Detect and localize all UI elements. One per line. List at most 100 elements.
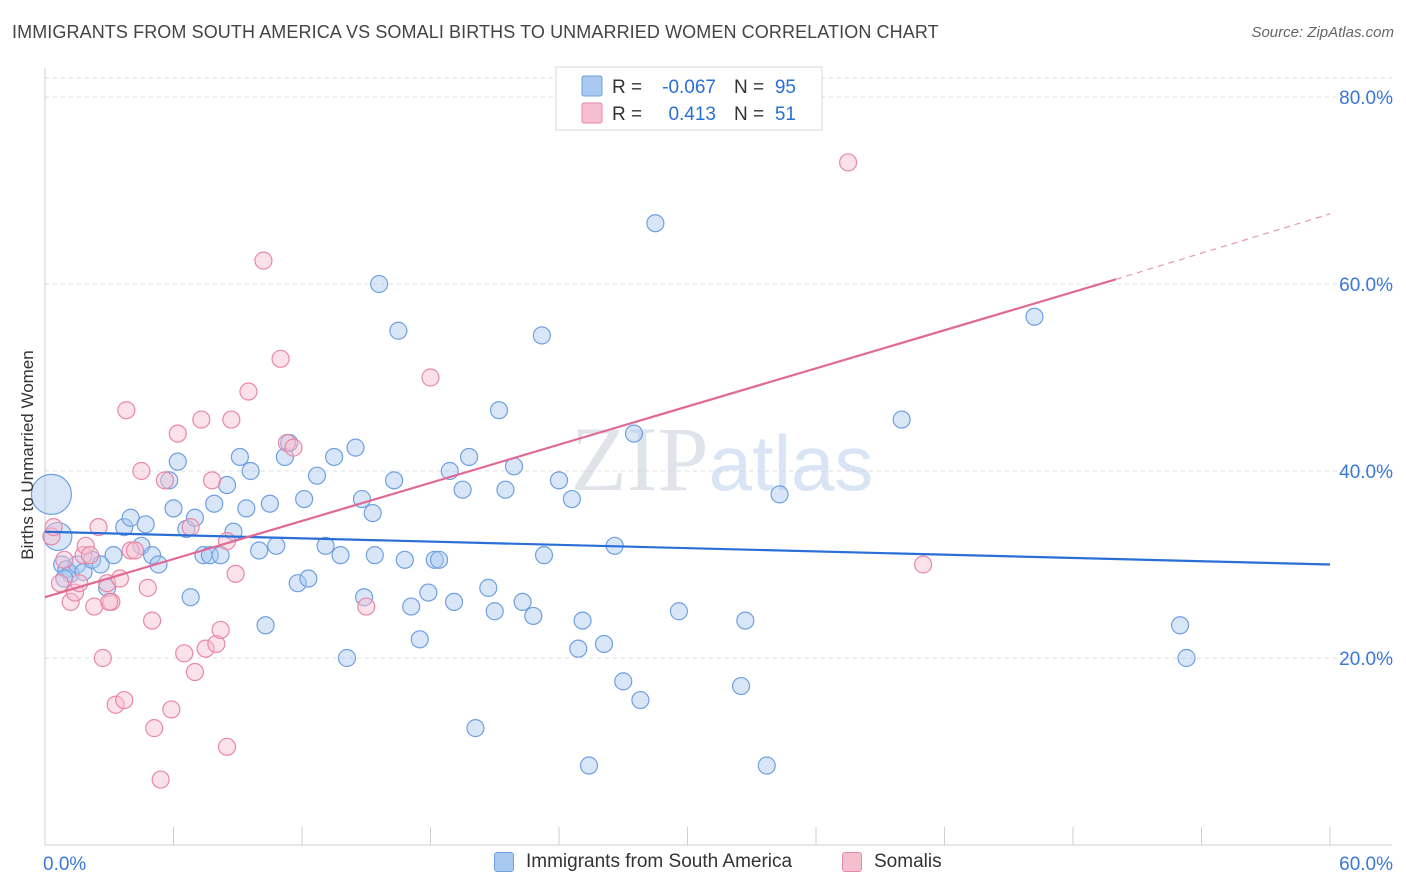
point-south-america [389, 321, 408, 340]
trend-line-somalis-extension [1115, 213, 1331, 280]
point-somalis [254, 251, 273, 270]
point-south-america [444, 592, 464, 612]
y-axis-label: Births to Unmarried Women [18, 350, 37, 559]
y-tick-label: 40.0% [1339, 462, 1393, 483]
series-legend: Immigrants from South America Somalis [0, 851, 1406, 879]
point-south-america [569, 639, 588, 658]
point-south-america [892, 410, 911, 429]
point-south-america [410, 630, 429, 649]
legend-r-label-1: R = [612, 77, 642, 98]
point-south-america [250, 541, 269, 560]
point-south-america [288, 574, 307, 593]
point-south-america [230, 447, 249, 467]
legend-n-value-1: 95 [775, 77, 796, 98]
point-south-america [646, 214, 665, 233]
y-tick-label: 80.0% [1339, 88, 1393, 109]
chart-title: IMMIGRANTS FROM SOUTH AMERICA VS SOMALI … [12, 22, 939, 42]
legend-swatch-south-america [581, 75, 603, 97]
legend-label-south-america: Immigrants from South America [526, 851, 793, 872]
legend-n-label-2: N = [734, 104, 764, 125]
grid-lines [45, 77, 1392, 659]
trend-lines [44, 213, 1331, 599]
point-somalis [138, 578, 157, 597]
point-south-america [136, 515, 155, 534]
y-tick-label: 20.0% [1339, 649, 1393, 670]
point-south-america [466, 719, 485, 738]
point-south-america [316, 536, 335, 555]
legend-stats: R = -0.067 N = 95 R = 0.413 N = 51 [555, 66, 823, 131]
point-south-america [307, 466, 327, 485]
point-south-america [160, 471, 179, 490]
point-somalis [226, 564, 245, 583]
point-somalis [913, 555, 933, 574]
point-south-america [489, 401, 509, 420]
axes [44, 68, 1392, 846]
point-south-america [325, 447, 344, 467]
legend-swatch-somalis [581, 102, 603, 124]
point-south-america [346, 438, 365, 457]
point-somalis [185, 662, 205, 682]
point-somalis [168, 424, 187, 443]
point-south-america [402, 597, 421, 616]
point-south-america [168, 452, 187, 471]
x-tick-label-max: 60.0% [1339, 854, 1393, 875]
point-somalis [357, 597, 376, 616]
point-somalis [181, 517, 200, 537]
point-south-america [757, 756, 776, 775]
point-somalis [61, 592, 80, 612]
point-south-america [337, 648, 357, 668]
source-label: Source: ZipAtlas.com [1251, 24, 1394, 41]
point-somalis [162, 700, 181, 719]
point-south-america [485, 602, 504, 621]
point-somalis [202, 471, 222, 490]
point-south-america [532, 326, 551, 345]
watermark-text: ZIPatlas [571, 408, 874, 510]
point-south-america [115, 517, 134, 537]
legend-item-south-america: Immigrants from South America [494, 851, 792, 873]
point-south-america [614, 672, 633, 691]
legend-label-somalis: Somalis [874, 851, 942, 872]
point-south-america [295, 489, 314, 509]
point-south-america [524, 606, 543, 626]
point-south-america [237, 499, 256, 518]
point-south-america [1170, 616, 1190, 635]
point-south-america [479, 578, 498, 597]
point-somalis [211, 620, 230, 640]
point-south-america [205, 494, 224, 513]
point-somalis [175, 644, 194, 663]
point-south-america [562, 489, 581, 509]
point-south-america [241, 461, 260, 481]
point-south-america [419, 583, 438, 602]
point-south-america [181, 588, 200, 607]
point-south-america [631, 690, 650, 710]
point-south-america [331, 546, 350, 565]
point-south-america [395, 550, 414, 569]
point-south-america [384, 471, 404, 490]
watermark: ZIPatlas [571, 408, 874, 510]
point-south-america [429, 550, 449, 569]
x-tick-label-min: 0.0% [43, 854, 86, 875]
point-south-america [363, 503, 382, 523]
point-south-america [43, 521, 73, 552]
point-somalis [151, 770, 170, 789]
point-south-america [104, 546, 123, 565]
point-south-america [496, 480, 515, 499]
point-somalis [192, 410, 211, 429]
point-somalis [115, 690, 134, 710]
point-somalis [106, 695, 125, 714]
point-south-america [594, 634, 614, 654]
legend-item-somalis: Somalis [842, 851, 942, 873]
point-somalis [125, 541, 145, 560]
legend-color-south-america [494, 852, 514, 872]
point-somalis [85, 597, 104, 616]
point-south-america [624, 424, 644, 443]
point-south-america [121, 508, 140, 527]
point-somalis [421, 368, 440, 387]
point-south-america [453, 480, 472, 499]
point-south-america [217, 475, 237, 495]
point-somalis [284, 438, 303, 457]
point-somalis [89, 517, 108, 537]
point-south-america [185, 508, 205, 527]
point-somalis [222, 410, 241, 429]
point-somalis [117, 401, 136, 420]
